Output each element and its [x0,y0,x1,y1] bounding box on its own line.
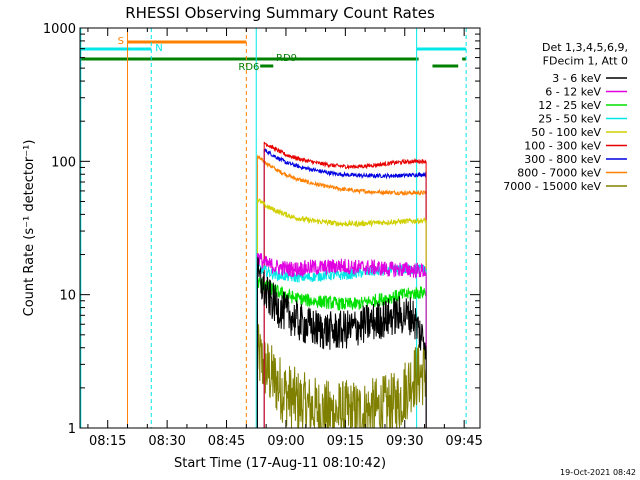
legend-label: 6 - 12 keV [545,86,601,99]
chart-annotations: S N RD6 RD9 [118,36,297,73]
y-tick-label: 10 [59,289,76,304]
legend: Det 1,3,4,5,6,9,FDecim 1, Att 0 3 - 6 keV… [503,41,628,193]
footer-date: 19-Oct-2021 08:42 [560,468,636,477]
chart-title: RHESSI Observing Summary Count Rates [125,4,435,22]
series-line-5 [263,141,427,428]
annotation-n: N [155,43,162,54]
y-axis-label: Count Rate (s⁻¹ detector⁻¹) [22,140,37,317]
legend-label: 3 - 6 keV [552,72,601,85]
series-line-1 [256,253,427,428]
x-tick-label: 08:15 [89,434,126,449]
annotation-rd6: RD6 [238,62,259,73]
x-tick-label: 08:30 [148,434,185,449]
y-tick-label: 1 [68,422,76,437]
x-tick-label: 09:00 [267,434,304,449]
series-line-7 [256,154,427,428]
legend-label: 25 - 50 keV [538,113,601,126]
legend-label: 12 - 25 keV [538,99,601,112]
legend-label: 100 - 300 keV [524,140,601,153]
x-tick-label: 08:45 [208,434,245,449]
legend-label: 800 - 7000 keV [517,167,601,180]
plot-frame [79,27,481,429]
series-line-6 [263,147,427,428]
series-layer [256,141,427,429]
series-line-0 [256,257,427,428]
annotation-s: S [118,36,124,47]
x-tick-label: 09:45 [445,434,482,449]
observing-bands [80,40,467,68]
legend-label: 50 - 100 keV [531,126,601,139]
legend-header: FDecim 1, Att 0 [543,55,628,68]
x-axis-label: Start Time (17-Aug-11 08:10:42) [174,456,386,471]
annotation-rd9: RD9 [276,53,297,64]
x-tick-label: 09:15 [327,434,364,449]
y-tick-label: 100 [51,155,76,170]
axis-ticks: 08:15 08:30 08:45 09:00 09:15 09:30 09:45 1 10 10… [43,22,483,449]
event-markers [80,28,467,428]
series-line-4 [256,198,427,428]
series-line-8 [256,324,427,429]
x-tick-label: 09:30 [386,434,423,449]
legend-label: 300 - 800 keV [524,153,601,166]
legend-label: 7000 - 15000 keV [503,180,601,193]
series-line-2 [256,277,427,428]
legend-header: Det 1,3,4,5,6,9, [542,41,628,54]
y-tick-label: 1000 [43,22,76,37]
